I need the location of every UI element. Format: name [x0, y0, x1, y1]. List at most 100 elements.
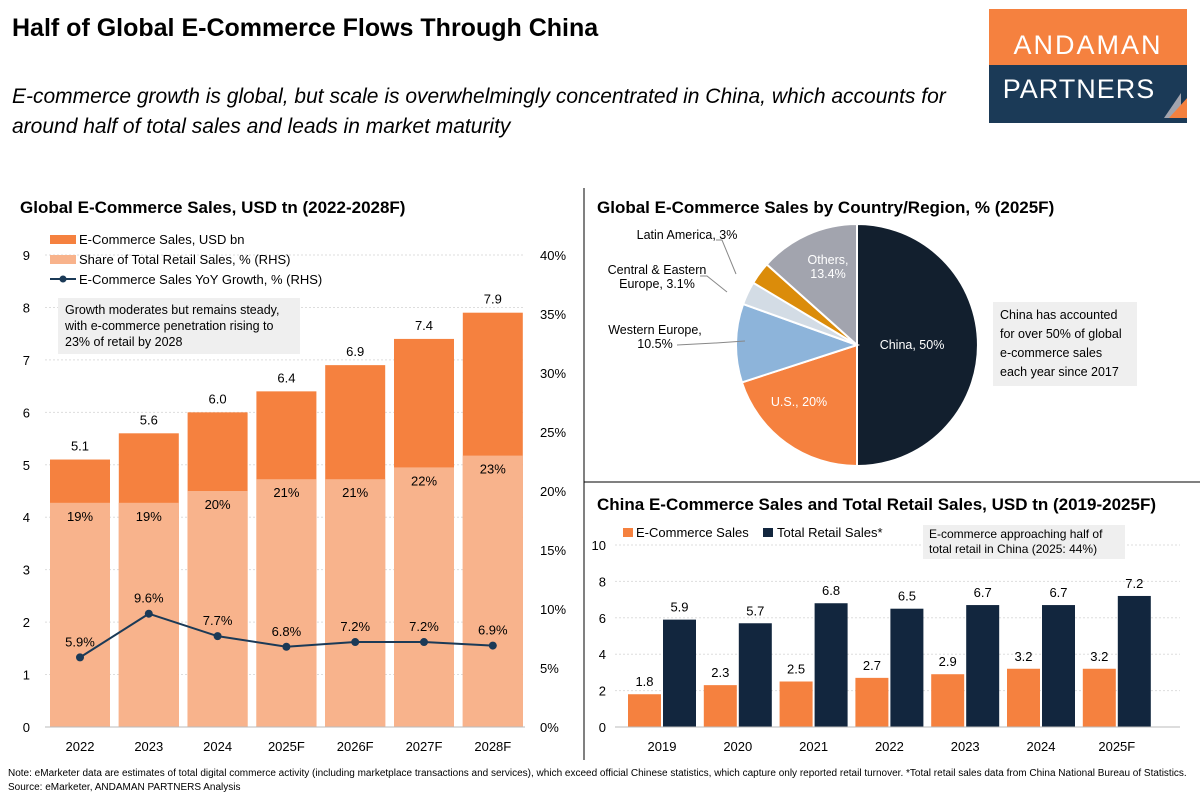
pie-label: Central & Eastern Europe, 3.1%: [608, 263, 707, 291]
y-tick-label: 10: [592, 538, 606, 553]
pie-label: Others, 13.4%: [808, 253, 849, 281]
y-tick-label: 4: [23, 510, 30, 525]
bar-label: 6.5: [898, 589, 916, 604]
growth-label: 7.7%: [203, 613, 233, 628]
x-tick-label: 2025F: [268, 739, 305, 754]
bar-label: 2.9: [939, 654, 957, 669]
sales-label: 7.4: [415, 318, 433, 333]
growth-label: 6.9%: [478, 623, 508, 638]
page-title: Half of Global E-Commerce Flows Through …: [12, 14, 599, 42]
growth-point: [351, 638, 360, 647]
x-tick-label: 2022: [875, 739, 904, 754]
pie-slice: [765, 222, 858, 348]
svg-text:ANDAMAN: ANDAMAN: [1013, 30, 1162, 60]
share-bar: [50, 502, 110, 727]
x-tick-label: 2023: [951, 739, 980, 754]
x-tick-label: 2020: [723, 739, 752, 754]
growth-label: 7.2%: [340, 619, 370, 634]
y-tick-label: 0: [599, 720, 606, 735]
retail-bar: [738, 623, 772, 727]
chart3-annotation: E-commerce approaching half of total ret…: [923, 525, 1125, 559]
share-bar: [394, 467, 454, 727]
share-bar: [462, 455, 523, 727]
share-label: 20%: [205, 497, 231, 512]
x-tick-label: 2022: [66, 739, 95, 754]
y-tick-label: 2: [23, 615, 30, 630]
y-tick-label: 2: [599, 684, 606, 699]
y2-tick-label: 20%: [540, 484, 566, 499]
pie-label: Western Europe, 10.5%: [608, 323, 702, 351]
x-tick-label: 2026F: [337, 739, 374, 754]
legend-swatch: [763, 528, 773, 537]
pie-label: China, 50%: [880, 338, 945, 352]
legend-label: E-Commerce Sales YoY Growth, % (RHS): [79, 272, 322, 287]
bar-label: 2.5: [787, 662, 805, 677]
share-label: 19%: [67, 509, 93, 524]
growth-label: 6.8%: [272, 624, 302, 639]
ecommerce-bar: [628, 694, 661, 727]
y2-tick-label: 40%: [540, 248, 566, 263]
x-tick-label: 2025F: [1098, 739, 1135, 754]
legend-swatch: [50, 255, 76, 264]
legend-label: E-Commerce Sales: [636, 525, 749, 540]
leader-line: [716, 239, 737, 275]
legend-label: E-Commerce Sales, USD bn: [79, 232, 244, 247]
growth-point: [488, 641, 497, 650]
ecommerce-bar: [931, 674, 965, 727]
sales-label: 5.1: [71, 439, 89, 454]
chart3-title: China E-Commerce Sales and Total Retail …: [597, 495, 1156, 514]
share-label: 19%: [136, 509, 162, 524]
ecommerce-bar: [1082, 668, 1116, 727]
bar-label: 5.9: [670, 600, 688, 615]
y2-tick-label: 0%: [540, 720, 559, 735]
x-tick-label: 2023: [134, 739, 163, 754]
growth-label: 9.6%: [134, 591, 164, 606]
legend-swatch: [623, 528, 633, 537]
bar-label: 1.8: [635, 674, 653, 689]
y-tick-label: 6: [23, 405, 30, 420]
y-tick-label: 8: [23, 300, 30, 315]
retail-bar: [890, 608, 924, 727]
x-tick-label: 2027F: [406, 739, 443, 754]
y-tick-label: 9: [23, 248, 30, 263]
chart1-title: Global E-Commerce Sales, USD tn (2022-20…: [20, 198, 406, 217]
pie-label: U.S., 20%: [771, 395, 827, 409]
y-tick-label: 6: [599, 611, 606, 626]
share-label: 23%: [480, 462, 506, 477]
retail-bar: [1117, 595, 1151, 727]
y2-tick-label: 35%: [540, 307, 566, 322]
footnote: Note: eMarketer data are estimates of to…: [8, 768, 1187, 793]
leader-line: [700, 275, 728, 293]
x-tick-label: 2028F: [474, 739, 511, 754]
sales-label: 7.9: [484, 292, 502, 307]
leader-line: [676, 340, 746, 346]
sales-label: 6.0: [209, 391, 227, 406]
bar-label: 6.8: [822, 583, 840, 598]
sales-label: 6.9: [346, 344, 364, 359]
y2-tick-label: 10%: [540, 602, 566, 617]
ecommerce-bar: [779, 681, 813, 727]
legend-swatch: [50, 235, 76, 244]
chart2-title: Global E-Commerce Sales by Country/Regio…: [597, 198, 1055, 217]
y-tick-label: 3: [23, 563, 30, 578]
sales-label: 6.4: [277, 370, 295, 385]
x-tick-label: 2021: [799, 739, 828, 754]
y-tick-label: 0: [23, 720, 30, 735]
bar-label: 2.7: [863, 658, 881, 673]
pie-label: Latin America, 3%: [637, 228, 738, 242]
growth-point: [213, 632, 222, 641]
bar-label: 3.2: [1014, 649, 1032, 664]
x-tick-label: 2019: [648, 739, 677, 754]
share-label: 21%: [342, 485, 368, 500]
x-tick-label: 2024: [1027, 739, 1056, 754]
bar-label: 2.3: [711, 665, 729, 680]
share-bar: [256, 479, 317, 727]
legend-label: Total Retail Sales*: [777, 525, 883, 540]
sales-label: 5.6: [140, 412, 158, 427]
ecommerce-bar: [703, 685, 737, 727]
bar-label: 7.2: [1125, 576, 1143, 591]
y-tick-label: 5: [23, 458, 30, 473]
pie-slice: [740, 343, 858, 468]
ecommerce-bar: [1007, 668, 1040, 727]
